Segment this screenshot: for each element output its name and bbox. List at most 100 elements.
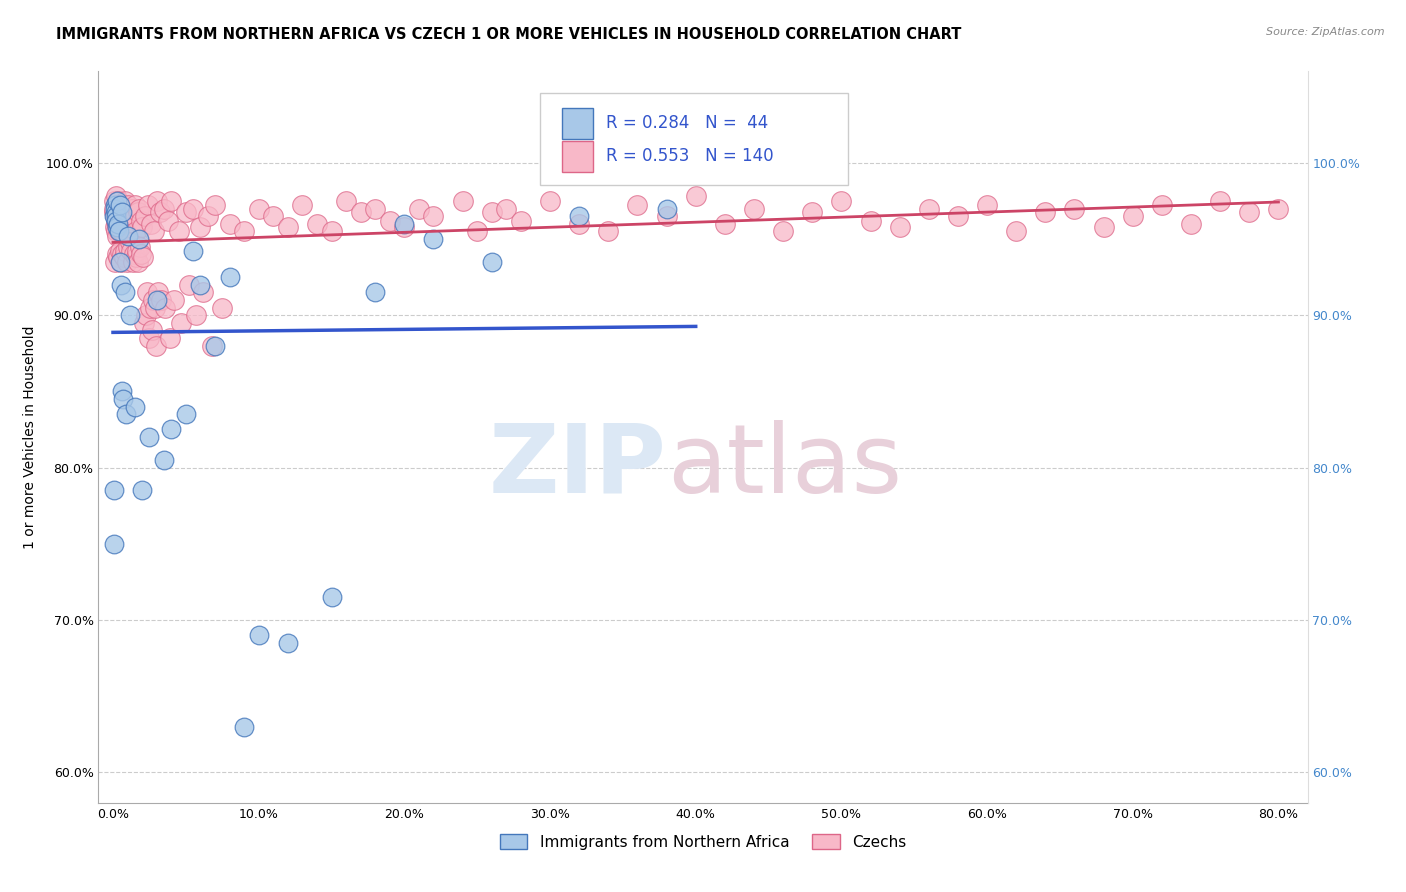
Point [481, 204, 503, 219]
Point [103, 194, 125, 208]
Point [1092, 219, 1115, 234]
Point [127, 204, 149, 219]
Text: R = 0.553   N = 140: R = 0.553 N = 140 [606, 147, 773, 165]
Point [104, 213, 127, 227]
Point [128, 202, 150, 216]
Point [108, 224, 131, 238]
Point [364, 202, 387, 216]
Point [495, 202, 517, 216]
Point [110, 198, 132, 212]
Point [114, 194, 136, 208]
FancyBboxPatch shape [540, 94, 848, 185]
Point [167, 224, 190, 238]
Point [291, 198, 314, 212]
Point [204, 198, 226, 212]
Point [104, 209, 127, 223]
Point [174, 204, 197, 219]
Point [321, 590, 343, 604]
Point [714, 217, 737, 231]
Point [136, 198, 159, 212]
Point [108, 244, 131, 259]
Point [105, 224, 128, 238]
Point [104, 219, 127, 234]
Point [104, 198, 127, 212]
Point [204, 339, 226, 353]
Point [163, 293, 186, 307]
Point [801, 204, 824, 219]
Point [108, 209, 131, 223]
Point [159, 331, 181, 345]
Point [277, 219, 299, 234]
Point [233, 720, 256, 734]
Point [153, 453, 176, 467]
Point [112, 202, 135, 216]
Point [121, 202, 143, 216]
FancyBboxPatch shape [561, 108, 593, 138]
Point [135, 308, 157, 322]
Point [107, 194, 129, 208]
Point [104, 209, 127, 223]
Point [108, 255, 131, 269]
FancyBboxPatch shape [561, 141, 593, 171]
Point [538, 194, 561, 208]
Point [201, 339, 224, 353]
Point [111, 204, 134, 219]
Point [598, 224, 620, 238]
Point [110, 198, 132, 212]
Point [1005, 224, 1028, 238]
Point [108, 202, 131, 216]
Point [118, 209, 141, 223]
Point [145, 339, 167, 353]
Point [124, 400, 146, 414]
Point [108, 224, 131, 238]
Point [103, 209, 125, 223]
Point [103, 537, 125, 551]
Point [193, 285, 215, 300]
Point [1209, 194, 1232, 208]
Point [742, 202, 765, 216]
Point [105, 228, 128, 243]
Point [218, 217, 240, 231]
Y-axis label: 1 or more Vehicles in Household: 1 or more Vehicles in Household [24, 326, 38, 549]
Point [110, 217, 132, 231]
Point [568, 209, 591, 223]
Point [112, 392, 135, 406]
Point [111, 384, 134, 399]
Point [108, 219, 131, 234]
Point [233, 224, 256, 238]
Point [946, 209, 969, 223]
Point [655, 209, 678, 223]
Point [155, 301, 177, 315]
Point [859, 213, 882, 227]
Point [103, 483, 125, 498]
Point [120, 244, 142, 259]
Text: atlas: atlas [666, 420, 901, 513]
Point [131, 247, 153, 261]
Point [105, 194, 128, 208]
Point [277, 636, 299, 650]
Point [174, 407, 197, 421]
Point [247, 628, 270, 642]
Point [451, 194, 474, 208]
Point [1180, 217, 1202, 231]
Point [150, 293, 173, 307]
Point [114, 244, 136, 259]
Point [218, 270, 240, 285]
Point [105, 219, 128, 234]
Point [124, 250, 146, 264]
Point [114, 285, 136, 300]
Point [125, 224, 148, 238]
Point [626, 198, 648, 212]
Point [125, 244, 148, 259]
Point [122, 209, 145, 223]
Point [104, 204, 127, 219]
Point [139, 301, 162, 315]
Point [153, 202, 176, 216]
Point [115, 224, 138, 238]
Point [124, 198, 146, 212]
Point [127, 255, 149, 269]
Point [889, 219, 911, 234]
Point [138, 331, 160, 345]
Point [115, 217, 138, 231]
Point [364, 285, 387, 300]
